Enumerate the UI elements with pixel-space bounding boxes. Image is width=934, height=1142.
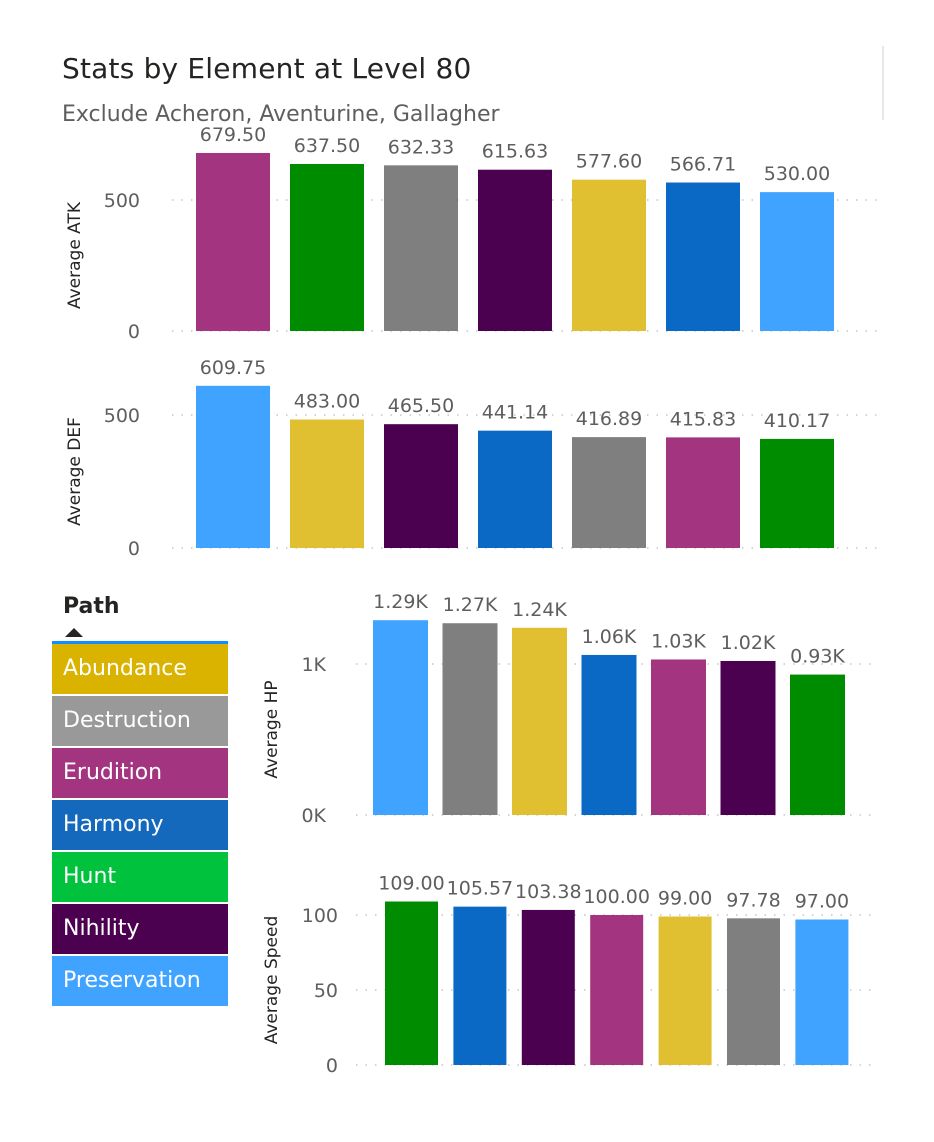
chart-4: 0 50 100 Average Speed 109.00 105.57 103.38 100…: [262, 873, 878, 1077]
path-legend: Path Abundance Destruction Erudition Harmon…: [52, 594, 228, 1008]
bar[interactable]: [384, 424, 458, 548]
data-label: 415.83: [670, 408, 736, 430]
bar[interactable]: [727, 918, 780, 1065]
bar[interactable]: [290, 163, 364, 331]
y-tick-label: 1K: [301, 654, 326, 676]
y-axis-title: Average HP: [262, 680, 282, 778]
data-label: 1.02K: [721, 632, 776, 654]
data-label: 100.00: [583, 886, 649, 908]
legend-item-destruction[interactable]: Destruction: [52, 696, 228, 746]
bar[interactable]: [760, 438, 834, 548]
chart-title: Stats by Element at Level 80: [62, 52, 472, 85]
bar[interactable]: [385, 901, 438, 1066]
y-tick-label: 500: [104, 190, 140, 212]
legend-item-abundance[interactable]: Abundance: [52, 644, 228, 694]
y-tick-label: 0: [326, 1055, 338, 1077]
data-label: 615.63: [482, 141, 548, 163]
legend-divider: [52, 641, 228, 644]
bar[interactable]: [760, 192, 834, 331]
bar[interactable]: [572, 179, 646, 331]
data-label: 441.14: [482, 402, 548, 424]
bar[interactable]: [512, 627, 567, 815]
y-tick-label: 500: [104, 405, 140, 427]
bar[interactable]: [453, 906, 507, 1065]
data-label: 679.50: [200, 124, 266, 146]
bar[interactable]: [373, 620, 428, 815]
bar[interactable]: [478, 169, 552, 331]
legend-items: Abundance Destruction Erudition Harmony Hunt…: [52, 644, 228, 1006]
chart-2: 0 500 Average DEF 609.75 483.00 465.50 441.14 4…: [65, 357, 878, 560]
y-tick-label: 0: [128, 321, 140, 343]
y-tick-label: 0: [128, 538, 140, 560]
legend-item-erudition[interactable]: Erudition: [52, 748, 228, 798]
bar[interactable]: [196, 152, 270, 331]
legend-item-nihility[interactable]: Nihility: [52, 904, 228, 954]
data-label: 566.71: [670, 154, 736, 176]
data-label: 1.24K: [512, 599, 567, 621]
data-label: 609.75: [200, 357, 266, 379]
data-label: 632.33: [388, 136, 454, 158]
legend-title[interactable]: Path: [63, 594, 120, 619]
bar[interactable]: [795, 919, 849, 1066]
y-tick-label: 50: [314, 980, 338, 1002]
y-axis-title: Average DEF: [65, 417, 85, 526]
data-label: 465.50: [388, 395, 454, 417]
data-label: 1.03K: [651, 630, 706, 652]
data-label: 103.38: [515, 881, 581, 903]
bar[interactable]: [666, 182, 740, 331]
legend-item-hunt[interactable]: Hunt: [52, 852, 228, 902]
bar[interactable]: [478, 430, 552, 548]
data-label: 0.93K: [790, 646, 845, 668]
bar[interactable]: [658, 916, 712, 1066]
chart-subtitle: Exclude Acheron, Aventurine, Gallagher: [62, 102, 500, 127]
chart-3: 0K 1K Average HP 1.29K 1.27K 1.24K 1.06K 1.03K 1…: [262, 591, 878, 827]
data-label: 1.29K: [373, 591, 428, 613]
data-label: 637.50: [294, 135, 360, 157]
legend-item-harmony[interactable]: Harmony: [52, 800, 228, 850]
bar[interactable]: [442, 623, 498, 815]
data-label: 105.57: [447, 878, 513, 900]
data-label: 1.27K: [443, 594, 498, 616]
bar[interactable]: [196, 385, 270, 548]
data-label: 410.17: [764, 410, 830, 432]
chart-1: 0 500 Average ATK 679.50 637.50 632.33 615.63 5…: [65, 124, 878, 343]
data-label: 99.00: [658, 888, 712, 910]
bar[interactable]: [651, 659, 706, 815]
data-label: 1.06K: [582, 626, 637, 648]
bar[interactable]: [790, 674, 845, 815]
bar[interactable]: [572, 437, 646, 548]
bar[interactable]: [590, 915, 644, 1065]
bar[interactable]: [720, 660, 776, 815]
data-label: 109.00: [378, 873, 444, 895]
y-tick-label: 0K: [301, 805, 326, 827]
bar[interactable]: [521, 909, 575, 1065]
data-label: 577.60: [576, 151, 642, 173]
legend-item-preservation[interactable]: Preservation: [52, 956, 228, 1006]
data-label: 97.00: [795, 891, 849, 913]
data-label: 530.00: [764, 163, 830, 185]
y-tick-label: 100: [302, 905, 338, 927]
data-label: 97.78: [726, 889, 780, 911]
y-axis-title: Average Speed: [262, 916, 282, 1045]
bar[interactable]: [666, 437, 740, 548]
header-divider: [882, 46, 884, 120]
data-label: 483.00: [294, 391, 360, 413]
bar[interactable]: [290, 419, 364, 548]
sort-ascending-icon[interactable]: [65, 628, 83, 637]
y-axis-title: Average ATK: [65, 201, 85, 309]
bar[interactable]: [581, 654, 637, 815]
bar[interactable]: [384, 165, 458, 331]
data-label: 416.89: [576, 408, 642, 430]
